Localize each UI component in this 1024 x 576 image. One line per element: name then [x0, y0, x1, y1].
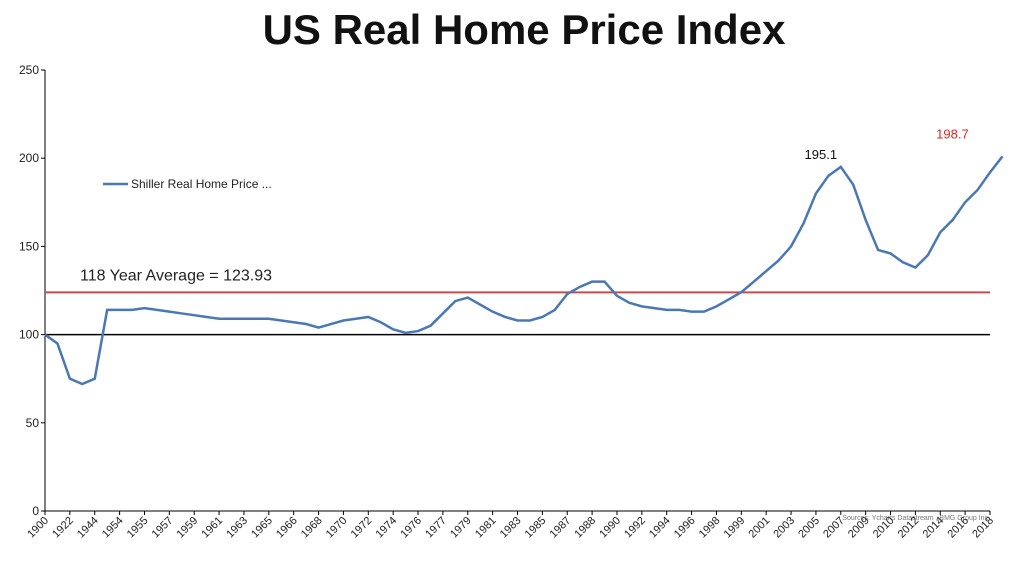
- x-tick-label: 1957: [150, 515, 176, 541]
- x-tick-label: 1979: [448, 515, 474, 541]
- x-tick-label: 1959: [175, 515, 201, 541]
- x-tick-label: 1998: [697, 515, 723, 541]
- y-tick-label: 100: [19, 328, 39, 342]
- y-tick-label: 150: [19, 239, 39, 253]
- annotation: 198.7: [936, 126, 969, 141]
- x-tick-label: 1976: [398, 515, 424, 541]
- legend-label: Shiller Real Home Price ...: [131, 177, 272, 191]
- x-tick-label: 1996: [672, 515, 698, 541]
- x-tick-label: 1954: [100, 515, 126, 541]
- x-tick-label: 2003: [771, 515, 797, 541]
- x-tick-label: 1987: [548, 515, 574, 541]
- x-tick-label: 2005: [796, 515, 822, 541]
- y-tick-label: 50: [26, 416, 40, 430]
- x-tick-label: 1999: [722, 515, 748, 541]
- x-tick-label: 1983: [498, 515, 524, 541]
- x-tick-label: 1972: [349, 515, 375, 541]
- x-tick-label: 1985: [523, 515, 549, 541]
- x-tick-label: 1992: [622, 515, 648, 541]
- x-tick-label: 1968: [299, 515, 325, 541]
- x-tick-label: 1966: [274, 515, 300, 541]
- x-tick-label: 1981: [473, 515, 499, 541]
- x-tick-label: 1961: [199, 515, 225, 541]
- x-tick-label: 1944: [75, 515, 101, 541]
- series-line: [44, 155, 1004, 386]
- x-tick-label: 1990: [597, 515, 623, 541]
- x-tick-label: 1963: [224, 515, 250, 541]
- x-tick-label: 1977: [423, 515, 449, 541]
- x-tick-label: 1994: [647, 515, 673, 541]
- y-tick-label: 250: [19, 63, 39, 77]
- x-tick-label: 1955: [125, 515, 151, 541]
- x-tick-label: 1922: [50, 515, 76, 541]
- x-tick-label: 1988: [572, 515, 598, 541]
- annotation: 195.1: [805, 147, 838, 162]
- x-tick-label: 1970: [324, 515, 350, 541]
- chart-title: US Real Home Price Index: [263, 6, 787, 53]
- source-note: Sources: Ycharts Datastream , BMG Group …: [842, 515, 990, 522]
- y-tick-label: 0: [32, 504, 39, 518]
- x-tick-label: 2001: [747, 515, 773, 541]
- x-tick-label: 1974: [373, 515, 399, 541]
- x-tick-label: 1900: [25, 515, 51, 541]
- average-label: 118 Year Average = 123.93: [80, 267, 272, 284]
- y-tick-label: 200: [19, 151, 39, 165]
- x-tick-label: 1965: [249, 515, 275, 541]
